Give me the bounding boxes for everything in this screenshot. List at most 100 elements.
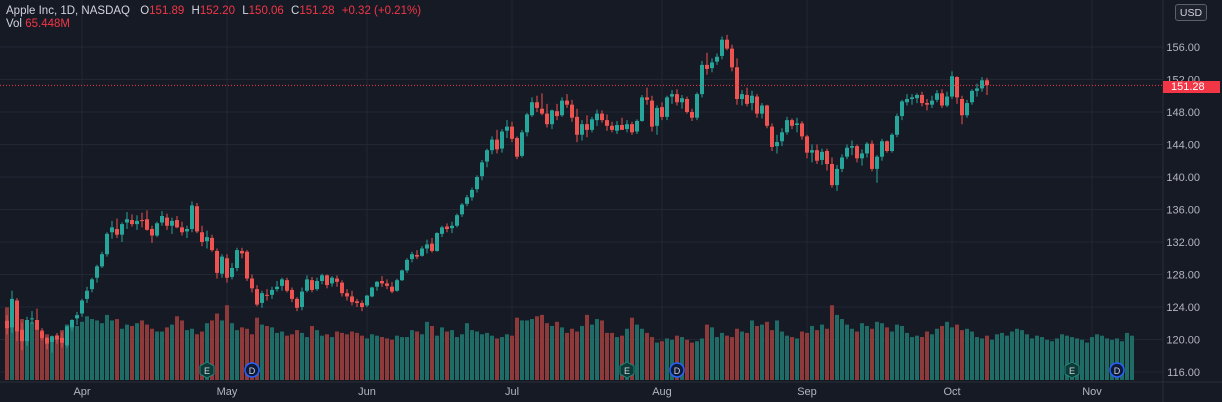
volume-bar <box>215 313 219 380</box>
price-axis[interactable]: 116.00 120.00 124.00 128.00 132.00 136.00 140.… <box>1166 42 1200 379</box>
candle-body <box>200 232 204 242</box>
volume-bar <box>445 331 449 380</box>
candle-body <box>95 266 99 278</box>
volume-bar <box>55 337 59 380</box>
low-value: 150.06 <box>248 5 284 17</box>
candle-body <box>350 296 354 303</box>
volume-bar <box>440 327 444 380</box>
volume-bar <box>490 335 494 380</box>
candle-body <box>410 254 414 260</box>
candle-body <box>865 143 869 154</box>
candle-body <box>405 259 409 271</box>
candle-body <box>945 96 949 106</box>
volume-bar <box>1085 342 1089 380</box>
candle-body <box>800 123 804 137</box>
candle-body <box>370 287 374 297</box>
dividend-marker <box>1109 362 1125 378</box>
volume-bar <box>355 332 359 380</box>
volume-bar <box>570 328 574 380</box>
volume-bar <box>760 324 764 380</box>
candle-body <box>525 114 529 133</box>
volume-bar <box>520 320 524 380</box>
volume-bar <box>230 323 234 380</box>
volume-bar <box>240 327 244 380</box>
volume-bar <box>585 314 589 380</box>
volume-bar <box>90 319 94 380</box>
price-tick-label: 128.00 <box>1166 270 1200 282</box>
volume-bar <box>935 328 939 380</box>
volume-bar <box>345 334 349 380</box>
candle-body <box>745 94 749 104</box>
candle-body <box>460 204 464 215</box>
candle-body <box>430 243 434 251</box>
candle-body <box>535 102 539 108</box>
volume-bar <box>45 334 49 380</box>
volume-bar <box>310 325 314 380</box>
volume-bar <box>1105 338 1109 380</box>
candle-body <box>565 100 569 105</box>
price-tick-label: 148.00 <box>1166 107 1200 119</box>
candle-body <box>755 96 759 114</box>
volume-bar <box>545 323 549 380</box>
close-value: 151.28 <box>299 5 335 17</box>
volume-bar <box>865 325 869 380</box>
time-axis[interactable]: Apr May Jun Jul Aug Sep Oct Nov <box>73 386 1102 398</box>
volume-bar <box>915 335 919 380</box>
volume-bar <box>395 335 399 380</box>
volume-bar <box>65 324 69 380</box>
volume-bar <box>695 341 699 380</box>
volume-bar <box>275 332 279 380</box>
volume-bar <box>1080 339 1084 380</box>
volume-bar <box>155 331 159 380</box>
candle-body <box>390 286 394 292</box>
candle-body <box>940 93 944 106</box>
volume-bar <box>330 337 334 380</box>
candle-body <box>870 143 874 169</box>
volume-bar <box>185 330 189 380</box>
volume-bar <box>195 334 199 380</box>
candle-body <box>950 76 954 97</box>
candle-body <box>145 219 149 230</box>
volume-bar <box>125 324 129 380</box>
currency-button[interactable]: USD <box>1175 4 1207 21</box>
volume-bar <box>755 325 759 380</box>
candle-body <box>850 146 854 148</box>
volume-bar <box>475 331 479 380</box>
volume-bar <box>805 332 809 380</box>
volume-bar <box>580 325 584 380</box>
candle-body <box>855 146 859 159</box>
volume-bar <box>565 332 569 380</box>
volume-bar <box>360 335 364 380</box>
volume-bar <box>495 338 499 380</box>
candle-body <box>205 237 209 242</box>
candle-body <box>150 229 154 236</box>
candle-body <box>420 248 424 256</box>
earnings-marker <box>619 361 635 379</box>
candle-body <box>570 104 574 118</box>
volume-bar <box>315 330 319 380</box>
volume-bar <box>95 320 99 380</box>
volume-legend: Vol 65.448M <box>6 18 70 30</box>
candle-body <box>630 124 634 133</box>
candle-body <box>65 326 69 346</box>
volume-bar <box>645 332 649 380</box>
volume-bar <box>10 325 14 380</box>
volume-bar <box>1065 335 1069 380</box>
volume-bar <box>130 325 134 380</box>
volume-bar <box>505 334 509 380</box>
volume-bar <box>1010 331 1014 380</box>
volume-bar <box>1090 337 1094 380</box>
volume-bar <box>680 337 684 380</box>
candle-body <box>30 318 34 320</box>
volume-bar <box>840 319 844 380</box>
candle-body <box>600 113 604 121</box>
volume-bar <box>350 331 354 380</box>
candle-body <box>230 268 234 277</box>
candle-body <box>225 258 229 278</box>
volume-bar <box>775 320 779 380</box>
volume-bar <box>1110 339 1114 380</box>
volume-bar <box>610 332 614 380</box>
volume-bar <box>950 327 954 380</box>
candle-body <box>20 329 24 342</box>
